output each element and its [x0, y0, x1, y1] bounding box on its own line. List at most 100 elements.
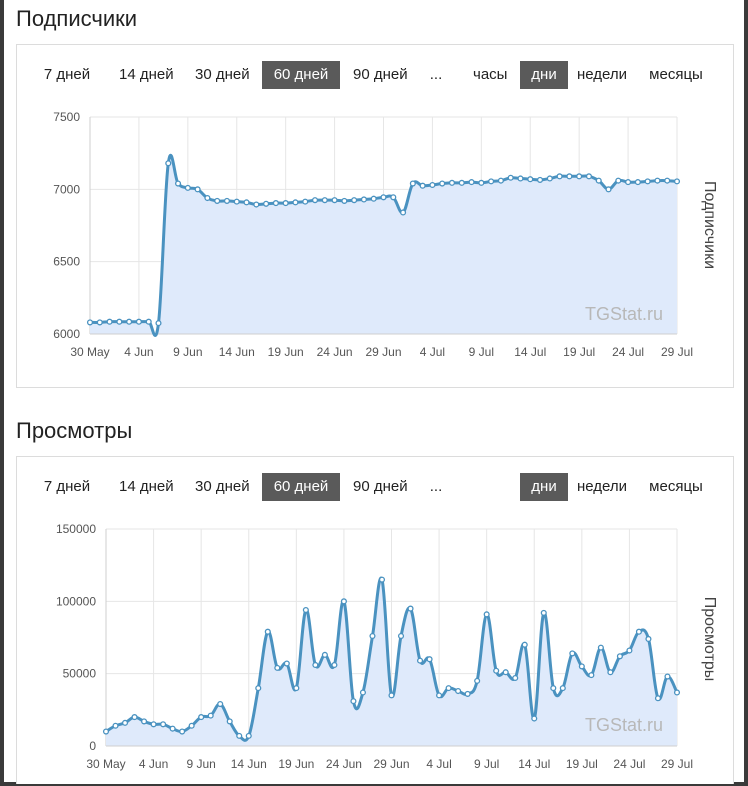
data-point[interactable]	[135, 318, 142, 325]
data-point[interactable]	[179, 728, 186, 735]
data-point[interactable]	[536, 176, 544, 183]
data-point[interactable]	[340, 598, 347, 605]
data-point[interactable]	[369, 633, 376, 640]
data-point[interactable]	[464, 690, 471, 697]
data-point[interactable]	[131, 714, 138, 721]
data-point[interactable]	[341, 197, 348, 204]
data-point[interactable]	[253, 201, 260, 208]
data-point[interactable]	[255, 685, 262, 692]
data-point[interactable]	[426, 656, 433, 663]
data-point[interactable]	[292, 199, 299, 206]
data-point[interactable]	[569, 650, 576, 657]
data-point[interactable]	[198, 714, 205, 721]
data-point[interactable]	[175, 180, 182, 187]
data-point[interactable]	[165, 160, 172, 167]
data-point[interactable]	[517, 175, 524, 182]
data-point[interactable]	[359, 689, 367, 696]
data-point[interactable]	[233, 198, 240, 205]
range-button-14-days[interactable]: 14 дней	[119, 478, 174, 495]
data-point[interactable]	[116, 318, 123, 325]
data-point[interactable]	[243, 199, 250, 206]
period-button-weeks[interactable]: недели	[577, 478, 628, 495]
data-point[interactable]	[321, 651, 328, 658]
data-point[interactable]	[184, 184, 191, 191]
data-point[interactable]	[282, 200, 289, 207]
data-point[interactable]	[455, 687, 462, 695]
data-point[interactable]	[615, 177, 622, 184]
range-button-7-days[interactable]: 7 дней	[43, 478, 91, 495]
data-point[interactable]	[512, 674, 519, 682]
range-button-30-days[interactable]: 30 дней	[195, 66, 250, 83]
data-point[interactable]	[416, 657, 424, 664]
data-point[interactable]	[274, 664, 281, 671]
data-point[interactable]	[214, 197, 221, 204]
data-point[interactable]	[263, 200, 270, 207]
data-point[interactable]	[566, 173, 573, 180]
data-point[interactable]	[378, 576, 386, 583]
period-button-weeks[interactable]: недели	[577, 66, 628, 83]
data-point[interactable]	[283, 660, 290, 667]
range-button-14-days[interactable]: 14 дней	[119, 66, 174, 83]
data-point[interactable]	[223, 197, 231, 204]
data-point[interactable]	[673, 178, 681, 185]
data-point[interactable]	[585, 173, 592, 180]
data-point[interactable]	[644, 178, 651, 185]
data-point[interactable]	[360, 196, 367, 203]
data-point[interactable]	[188, 722, 195, 729]
data-point[interactable]	[502, 669, 509, 676]
data-point[interactable]	[145, 318, 152, 325]
data-point[interactable]	[112, 722, 119, 729]
data-point[interactable]	[126, 318, 133, 325]
data-point[interactable]	[121, 719, 129, 726]
data-point[interactable]	[605, 186, 612, 193]
period-button-days[interactable]: дни	[520, 473, 568, 501]
data-point[interactable]	[407, 605, 414, 612]
data-point[interactable]	[150, 721, 157, 728]
data-point[interactable]	[245, 732, 252, 739]
data-point[interactable]	[409, 180, 416, 187]
data-point[interactable]	[645, 635, 652, 642]
data-point[interactable]	[445, 685, 452, 692]
data-point[interactable]	[478, 179, 485, 186]
data-point[interactable]	[588, 672, 595, 679]
data-point[interactable]	[331, 661, 338, 669]
range-button-60-days[interactable]: 60 дней	[262, 61, 340, 89]
data-point[interactable]	[634, 179, 641, 186]
data-point[interactable]	[635, 628, 642, 635]
data-point[interactable]	[312, 661, 319, 669]
data-point[interactable]	[664, 673, 671, 680]
data-point[interactable]	[141, 718, 148, 725]
data-point[interactable]	[302, 606, 309, 614]
data-point[interactable]	[272, 200, 279, 207]
period-button-days[interactable]: дни	[520, 61, 568, 89]
data-point[interactable]	[226, 718, 233, 725]
data-point[interactable]	[483, 611, 490, 618]
data-point[interactable]	[527, 176, 534, 183]
data-point[interactable]	[626, 647, 633, 654]
data-point[interactable]	[474, 677, 481, 684]
data-point[interactable]	[673, 689, 681, 696]
data-point[interactable]	[458, 179, 465, 186]
data-point[interactable]	[331, 197, 338, 204]
data-point[interactable]	[550, 685, 557, 692]
data-point[interactable]	[194, 186, 201, 193]
range-button-7-days[interactable]: 7 дней	[43, 66, 91, 83]
data-point[interactable]	[388, 692, 395, 699]
data-point[interactable]	[540, 609, 547, 616]
data-point[interactable]	[311, 197, 319, 204]
data-point[interactable]	[400, 209, 407, 216]
data-point[interactable]	[521, 641, 528, 648]
data-point[interactable]	[302, 198, 309, 205]
data-point[interactable]	[607, 669, 614, 676]
data-point[interactable]	[488, 178, 495, 185]
range-button-60-days[interactable]: 60 дней	[262, 473, 340, 501]
data-point[interactable]	[576, 173, 583, 180]
range-button-90-days[interactable]: 90 дней	[353, 66, 408, 83]
data-point[interactable]	[102, 728, 110, 735]
data-point[interactable]	[169, 725, 176, 732]
data-point[interactable]	[531, 715, 538, 722]
data-point[interactable]	[106, 318, 113, 325]
data-point[interactable]	[654, 177, 661, 184]
data-point[interactable]	[370, 195, 377, 202]
data-point[interactable]	[664, 177, 671, 184]
